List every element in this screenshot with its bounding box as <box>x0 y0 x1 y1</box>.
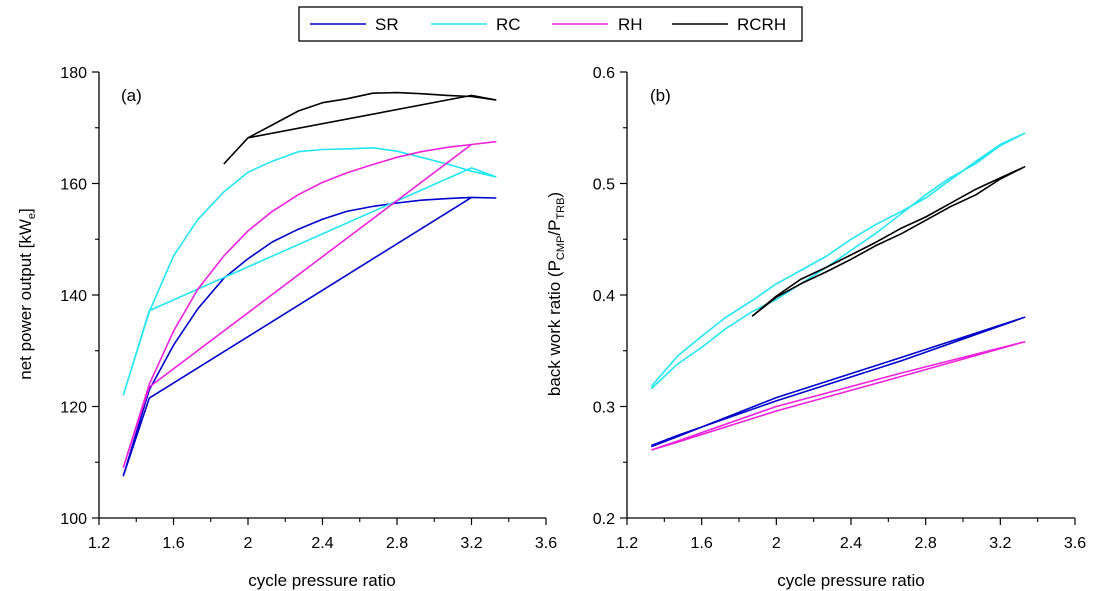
series-line-rc-a <box>122 147 497 396</box>
ticks-a: 1.2 1.6 2 2.4 2.8 3.2 3.6 100 120 140 160 180 <box>60 65 557 552</box>
panel-label-a: (a) <box>121 86 142 105</box>
legend-label-rc: RC <box>496 15 521 34</box>
y-tick-label: 0.2 <box>593 511 615 528</box>
panel-label-b: (b) <box>650 86 671 105</box>
y-title-b-sub1: CMP <box>555 236 567 260</box>
y-title-b-mid: /P <box>545 220 564 236</box>
y-tick-label: 0.4 <box>593 288 615 305</box>
series-line-rc-b <box>650 132 1026 390</box>
y-tick-label: 180 <box>60 65 87 82</box>
series-line-sr-b <box>651 316 1026 448</box>
y-axis-title-b: back work ratio (PCMP/PTRB) <box>545 192 567 396</box>
chart-panel-b: 1.2 1.6 2 2.4 2.8 3.2 3.6 0.2 0.3 0.4 0.5 0.6 (b) c… <box>545 65 1086 590</box>
series-line-rcrh-b <box>751 166 1026 317</box>
lines-a <box>122 91 497 477</box>
x-tick-label: 3.6 <box>1064 535 1086 552</box>
ticks-b: 1.2 1.6 2 2.4 2.8 3.2 3.6 0.2 0.3 0.4 0.5 0.6 <box>593 65 1086 552</box>
y-title-a-tail: ] <box>16 208 35 213</box>
x-tick-label: 1.6 <box>691 535 713 552</box>
lines-b <box>650 132 1026 451</box>
series-line-sr-a <box>122 196 497 477</box>
x-tick-label: 2.4 <box>840 535 862 552</box>
y-tick-label: 0.6 <box>593 65 615 82</box>
y-title-a-sub: e <box>26 213 38 219</box>
legend-label-rh: RH <box>618 15 643 34</box>
x-tick-label: 1.2 <box>88 535 110 552</box>
y-tick-label: 160 <box>60 177 87 194</box>
x-tick-label: 3.6 <box>535 535 557 552</box>
series-line-rh-a <box>122 140 497 469</box>
y-title-a-main: net power output [kW <box>16 219 35 380</box>
y-title-b-main: back work ratio (P <box>545 260 564 396</box>
x-tick-label: 3.2 <box>989 535 1011 552</box>
chart-panel-a: 1.2 1.6 2 2.4 2.8 3.2 3.6 100 120 140 160 180 (a) c… <box>16 65 557 590</box>
legend-label-sr: SR <box>375 15 399 34</box>
x-tick-label: 2.8 <box>386 535 408 552</box>
x-axis-title-a: cycle pressure ratio <box>248 571 395 590</box>
x-tick-label: 2.4 <box>311 535 333 552</box>
y-tick-label: 120 <box>60 400 87 417</box>
y-tick-label: 0.3 <box>593 400 615 417</box>
x-axis-title-b: cycle pressure ratio <box>777 571 924 590</box>
legend-label-rcrh: RCRH <box>737 15 786 34</box>
x-tick-label: 1.2 <box>616 535 638 552</box>
x-tick-label: 2 <box>244 535 253 552</box>
x-tick-label: 2.8 <box>915 535 937 552</box>
x-tick-label: 1.6 <box>162 535 184 552</box>
x-tick-label: 2 <box>772 535 781 552</box>
y-tick-label: 140 <box>60 288 87 305</box>
y-title-b-sub2: TRB <box>555 198 567 220</box>
series-line-rh-b <box>651 340 1026 451</box>
legend: SR RC RH RCRH <box>298 6 803 42</box>
y-tick-label: 0.5 <box>593 177 615 194</box>
y-axis-title-a: net power output [kWe] <box>16 208 38 380</box>
x-tick-label: 3.2 <box>460 535 482 552</box>
y-tick-label: 100 <box>60 511 87 528</box>
y-title-b-tail: ) <box>545 192 564 198</box>
series-line-rcrh-a <box>223 91 497 165</box>
